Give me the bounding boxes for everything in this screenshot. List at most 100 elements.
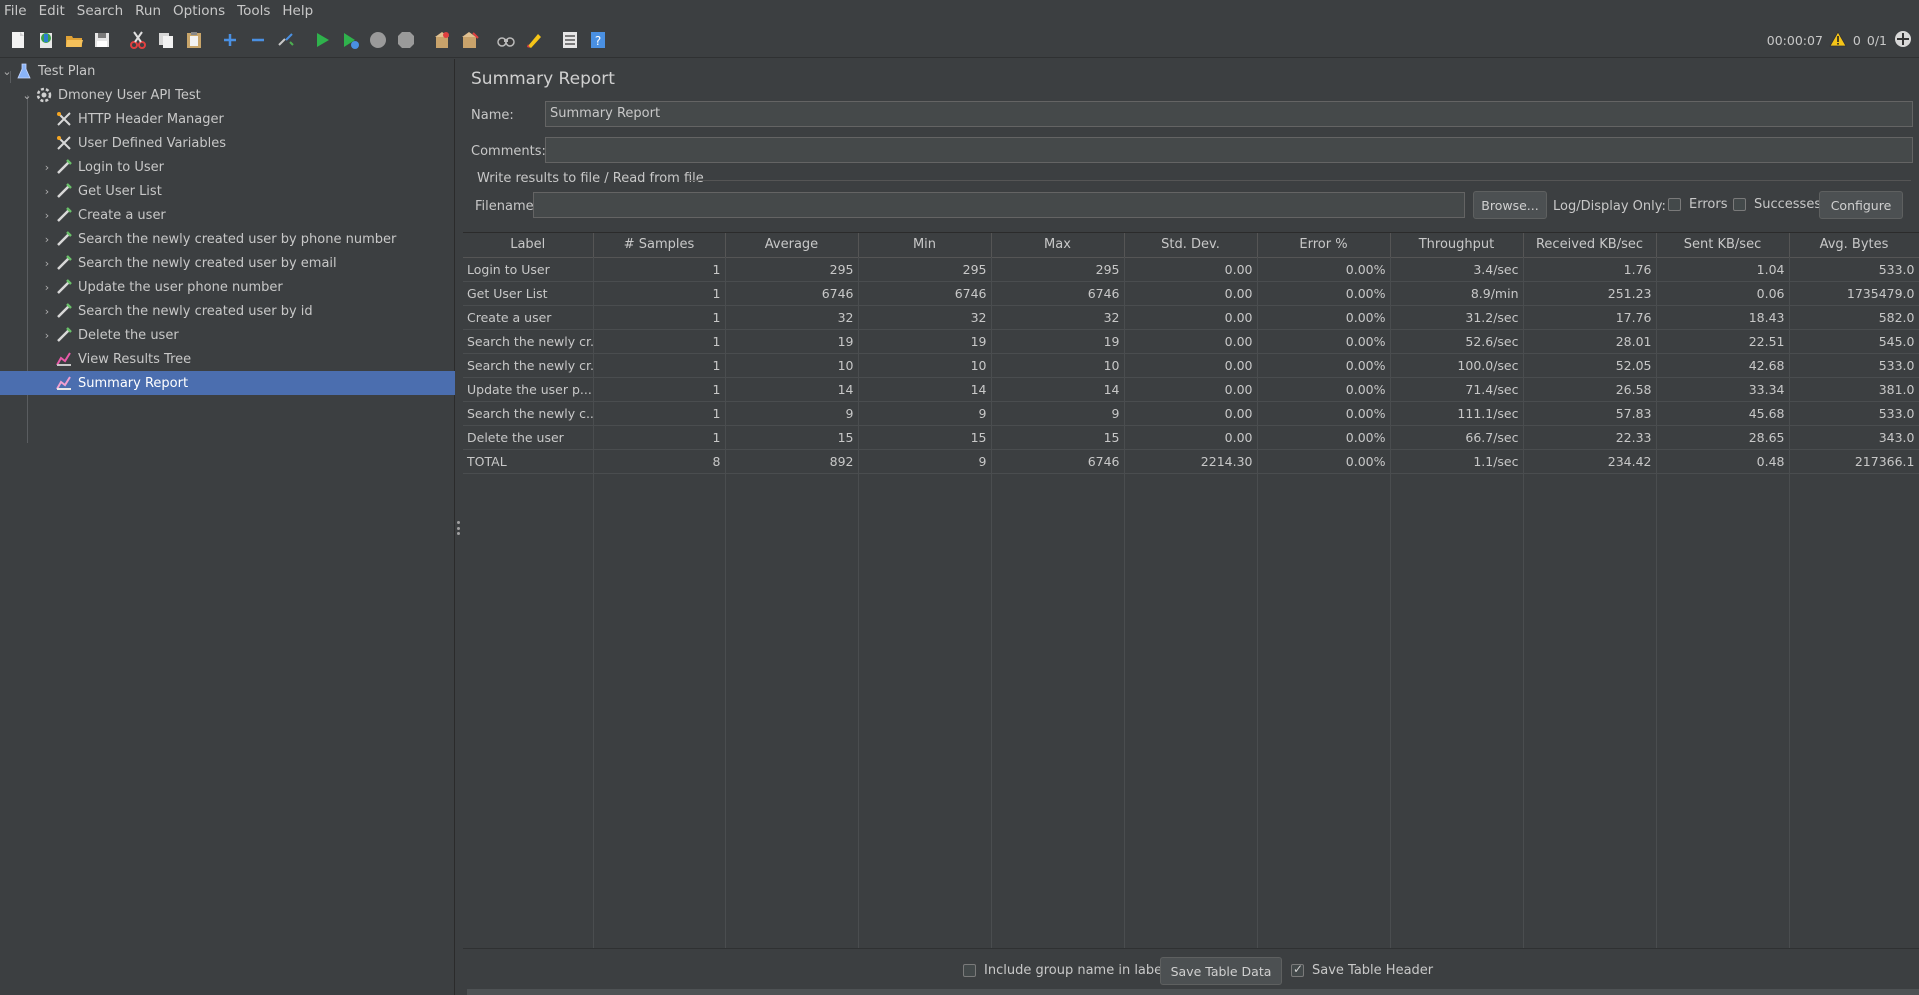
filename-input[interactable]: [533, 192, 1465, 218]
column-header-throughput[interactable]: Throughput: [1390, 233, 1524, 258]
tree-item-user-defined-variables[interactable]: User Defined Variables: [0, 131, 455, 155]
search-icon[interactable]: [494, 28, 518, 52]
include-group-checkbox[interactable]: Include group name in label?: [963, 963, 1173, 978]
table-row[interactable]: Update the user p... 1 14 14 14 0.00 0.00% 71.4…: [463, 377, 1919, 402]
tree-item-search-by-email[interactable]: › Search the newly created user by email: [0, 251, 455, 275]
expand-icon[interactable]: [218, 28, 242, 52]
table-row[interactable]: Delete the user 1 15 15 15 0.00 0.00% 66.7/sec 2…: [463, 425, 1919, 450]
table-cell: 52.05: [1523, 353, 1657, 378]
menu-options[interactable]: Options: [173, 3, 226, 19]
table-row[interactable]: Search the newly cr... 1 19 19 19 0.00 0.00% 52…: [463, 329, 1919, 354]
chevron-right-icon[interactable]: ›: [44, 208, 50, 222]
warning-icon[interactable]: [1829, 30, 1847, 50]
save-table-header-checkbox-box[interactable]: [1291, 962, 1304, 977]
chevron-right-icon[interactable]: ›: [44, 232, 50, 246]
tree-item-thread-group[interactable]: ⌄ Dmoney User API Test: [0, 83, 455, 107]
name-input[interactable]: Summary Report: [545, 101, 1913, 127]
column-header-min[interactable]: Min: [858, 233, 992, 258]
menu-help[interactable]: Help: [282, 3, 314, 19]
table-row[interactable]: Search the newly c... 1 9 9 9 0.00 0.00% 111.1/…: [463, 401, 1919, 426]
table-row[interactable]: Search the newly cr... 1 10 10 10 0.00 0.00% 10…: [463, 353, 1919, 378]
menu-file[interactable]: File: [4, 3, 27, 19]
tree-item-get-user-list[interactable]: › Get User List: [0, 179, 455, 203]
save-table-data-button[interactable]: Save Table Data: [1160, 957, 1282, 985]
chevron-right-icon[interactable]: ›: [44, 160, 50, 174]
copy-icon[interactable]: [154, 28, 178, 52]
cut-icon[interactable]: [126, 28, 150, 52]
chevron-right-icon[interactable]: ›: [44, 328, 50, 342]
table-cell: 0.00%: [1257, 353, 1391, 378]
chevron-right-icon[interactable]: ›: [44, 304, 50, 318]
tree-item-delete-the-user[interactable]: › Delete the user: [0, 323, 455, 347]
column-header-avg-bytes[interactable]: Avg. Bytes: [1789, 233, 1919, 258]
errors-checkbox-box[interactable]: [1668, 198, 1681, 211]
tree-item-label: Summary Report: [78, 375, 189, 391]
clear-icon[interactable]: [430, 28, 454, 52]
save-table-header-checkbox[interactable]: Save Table Header: [1291, 962, 1433, 978]
tree-item-create-a-user[interactable]: › Create a user: [0, 203, 455, 227]
column-header-samples[interactable]: # Samples: [593, 233, 726, 258]
tree-item-http-header-manager[interactable]: HTTP Header Manager: [0, 107, 455, 131]
help-icon[interactable]: ?: [586, 28, 610, 52]
column-header-sent-kb[interactable]: Sent KB/sec: [1656, 233, 1790, 258]
browse-button[interactable]: Browse...: [1473, 191, 1547, 219]
chevron-right-icon[interactable]: ›: [44, 184, 50, 198]
results-table[interactable]: Label # Samples Average Min Max Std. Dev…: [463, 232, 1919, 948]
menu-search[interactable]: Search: [76, 3, 124, 19]
menu-edit[interactable]: Edit: [38, 3, 65, 19]
table-cell: 295: [858, 257, 992, 282]
new-icon[interactable]: [6, 28, 30, 52]
tree-item-test-plan[interactable]: ⌄ Test Plan: [0, 59, 455, 83]
remote-icon[interactable]: [1893, 29, 1913, 52]
reset-search-icon[interactable]: [522, 28, 546, 52]
tree-item-search-by-phone[interactable]: › Search the newly created user by phone…: [0, 227, 455, 251]
tree-item-update-phone[interactable]: › Update the user phone number: [0, 275, 455, 299]
toggle-icon[interactable]: [274, 28, 298, 52]
chevron-right-icon[interactable]: ›: [44, 256, 50, 270]
tree-item-view-results-tree[interactable]: View Results Tree: [0, 347, 455, 371]
function-helper-icon[interactable]: [558, 28, 582, 52]
tree-item-login-to-user[interactable]: › Login to User: [0, 155, 455, 179]
table-cell: 33.34: [1656, 377, 1790, 402]
horizontal-scrollbar[interactable]: [467, 989, 1919, 995]
collapse-icon[interactable]: [246, 28, 270, 52]
tree-item-summary-report[interactable]: Summary Report: [0, 371, 455, 395]
clear-all-icon[interactable]: [458, 28, 482, 52]
table-cell: 45.68: [1656, 401, 1790, 426]
include-group-checkbox-box[interactable]: [963, 964, 976, 977]
successes-checkbox[interactable]: Successes: [1733, 197, 1821, 212]
chevron-down-icon[interactable]: ⌄: [22, 88, 32, 102]
column-header-received-kb[interactable]: Received KB/sec: [1523, 233, 1657, 258]
errors-checkbox[interactable]: Errors: [1668, 197, 1727, 212]
column-header-error-pct[interactable]: Error %: [1257, 233, 1391, 258]
comments-input[interactable]: [545, 137, 1913, 163]
config-element-icon: [54, 109, 74, 129]
column-header-average[interactable]: Average: [725, 233, 859, 258]
templates-icon[interactable]: [34, 28, 58, 52]
table-row[interactable]: Login to User 1 295 295 295 0.00 0.00% 3.4/sec 1…: [463, 257, 1919, 282]
table-row[interactable]: TOTAL 8 892 9 6746 2214.30 0.00% 1.1/sec 234.42 0…: [463, 449, 1919, 474]
menu-run[interactable]: Run: [135, 3, 162, 19]
stop-icon[interactable]: [366, 28, 390, 52]
chevron-down-icon[interactable]: ⌄: [2, 64, 12, 78]
paste-icon[interactable]: [182, 28, 206, 52]
open-icon[interactable]: [62, 28, 86, 52]
splitter-grip-icon[interactable]: [457, 521, 461, 535]
menu-tools[interactable]: Tools: [237, 3, 271, 19]
tree-item-search-by-id[interactable]: › Search the newly created user by id: [0, 299, 455, 323]
errors-label: Errors: [1689, 197, 1728, 212]
table-row[interactable]: Create a user 1 32 32 32 0.00 0.00% 31.2/sec 17.…: [463, 305, 1919, 330]
column-header-std-dev[interactable]: Std. Dev.: [1124, 233, 1258, 258]
table-row[interactable]: Get User List 1 6746 6746 6746 0.00 0.00% 8.9/m…: [463, 281, 1919, 306]
column-header-max[interactable]: Max: [991, 233, 1125, 258]
successes-checkbox-box[interactable]: [1733, 198, 1746, 211]
column-header-label[interactable]: Label: [463, 233, 594, 258]
save-icon[interactable]: [90, 28, 114, 52]
table-cell: 9: [725, 401, 859, 426]
chevron-right-icon[interactable]: ›: [44, 280, 50, 294]
start-no-pauses-icon[interactable]: [338, 28, 362, 52]
panel-splitter[interactable]: [455, 59, 463, 995]
shutdown-icon[interactable]: [394, 28, 418, 52]
start-icon[interactable]: [310, 28, 334, 52]
configure-button[interactable]: Configure: [1819, 191, 1903, 219]
